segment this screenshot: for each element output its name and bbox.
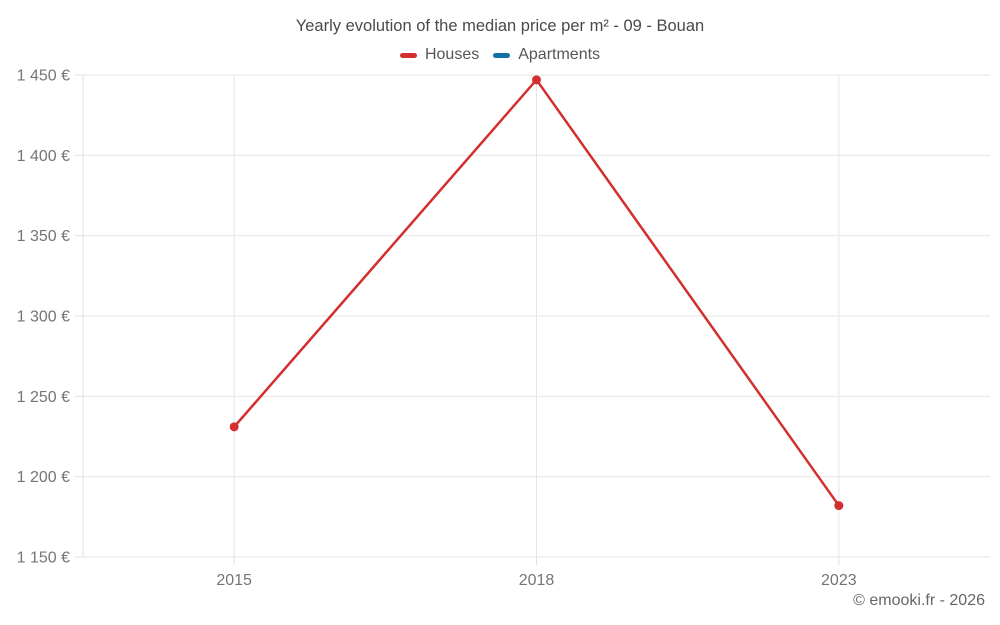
x-tick-label: 2015 [216, 572, 252, 589]
legend-item-apartments[interactable]: Apartments [493, 46, 600, 64]
legend-swatch-apartments [493, 52, 511, 58]
data-point-houses[interactable] [532, 75, 541, 85]
y-tick-label: 1 200 € [17, 469, 70, 486]
legend-label: Houses [424, 46, 480, 63]
data-point-houses[interactable] [834, 501, 844, 511]
data-point-houses[interactable] [229, 422, 239, 432]
y-tick-label: 1 150 € [17, 550, 70, 567]
copyright-credit: © emooki.fr - 2026 [853, 592, 985, 609]
chart-title: Yearly evolution of the median price per… [295, 17, 705, 35]
legend: Houses Apartments [0, 46, 1000, 64]
y-tick-label: 1 350 € [17, 228, 70, 245]
legend-label: Apartments [518, 46, 601, 63]
y-tick-label: 1 300 € [17, 309, 70, 326]
y-tick-label: 1 400 € [17, 148, 70, 165]
y-tick-label: 1 450 € [17, 68, 70, 85]
x-tick-label: 2018 [519, 572, 555, 589]
y-tick-label: 1 250 € [17, 389, 70, 406]
x-tick-label: 2023 [821, 572, 857, 589]
legend-item-houses[interactable]: Houses [399, 46, 480, 64]
legend-swatch-houses [399, 52, 417, 58]
